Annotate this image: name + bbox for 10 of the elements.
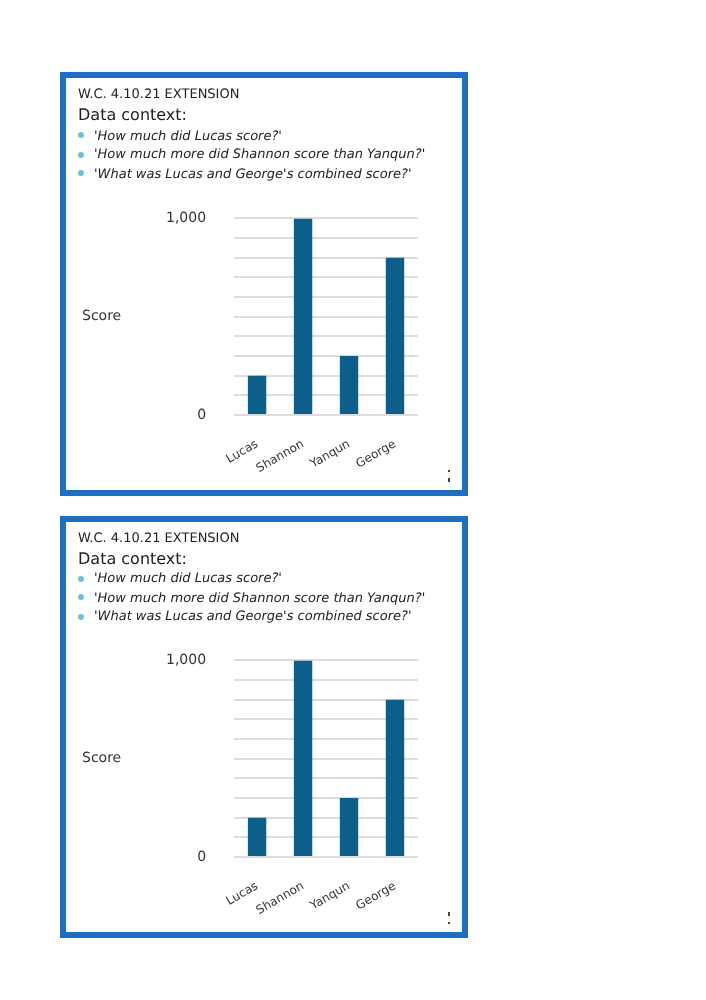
- bar: [247, 817, 267, 857]
- chart-subtitle: Data context:: [78, 106, 189, 124]
- bar: [385, 699, 405, 857]
- bar: [293, 217, 313, 414]
- bar: [293, 660, 313, 857]
- bar: [247, 374, 267, 414]
- bar: [339, 355, 359, 414]
- bar: [385, 256, 405, 414]
- chart-subtitle: Data context:: [78, 549, 189, 567]
- bar: [339, 798, 359, 857]
